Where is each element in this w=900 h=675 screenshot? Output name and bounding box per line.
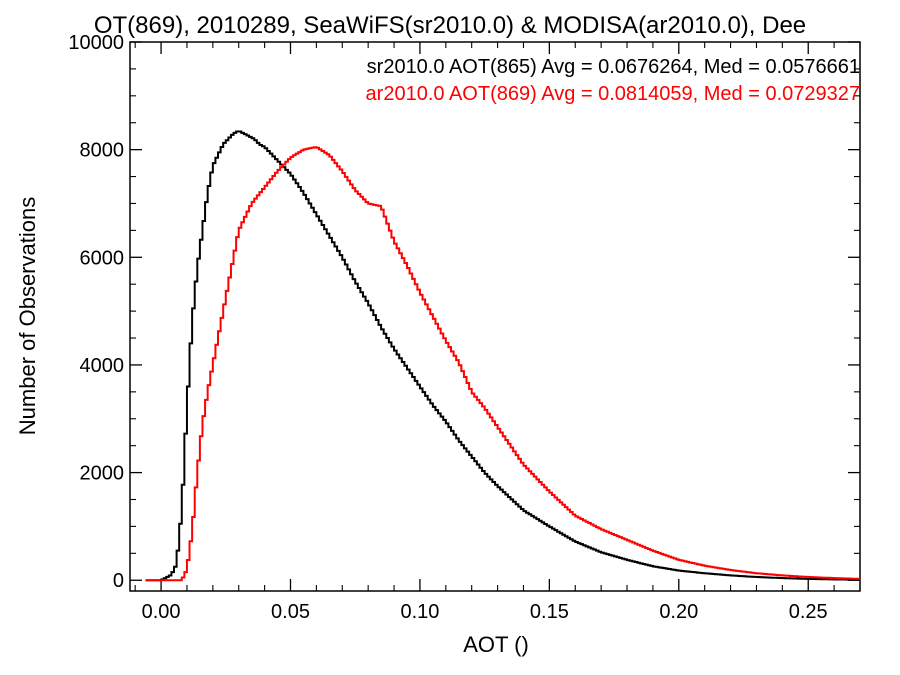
- y-tick-label: 6000: [80, 247, 125, 269]
- x-tick-label: 0.15: [530, 601, 569, 623]
- series-line-ar2010: [145, 146, 860, 582]
- legend-entry-black: sr2010.0 AOT(865) Avg = 0.0676264, Med =…: [367, 56, 860, 78]
- series-line-sr2010: [145, 130, 860, 582]
- y-tick-label: 2000: [80, 463, 125, 485]
- y-tick-label: 10000: [68, 32, 124, 54]
- x-tick-label: 0.05: [271, 601, 310, 623]
- axes: 0.00 0.05 0.10 0.15 0.20 0.25 0 2000 4000 6000 800…: [68, 32, 861, 623]
- x-tick-label: 0.25: [789, 601, 828, 623]
- chart-title: OT(869), 2010289, SeaWiFS(sr2010.0) & MO…: [94, 12, 806, 39]
- x-tick-label: 0.00: [142, 601, 181, 623]
- y-tick-label: 0: [113, 570, 124, 592]
- x-tick-label: 0.20: [659, 601, 698, 623]
- x-axis-label: AOT (): [463, 632, 529, 657]
- plot-frame: [129, 41, 861, 592]
- y-tick-label: 4000: [80, 355, 125, 377]
- legend-entry-red: ar2010.0 AOT(869) Avg = 0.0814059, Med =…: [366, 83, 860, 105]
- x-tick-label: 0.10: [400, 601, 439, 623]
- y-axis-label: Number of Observations: [15, 197, 40, 435]
- series-layer: [145, 130, 860, 582]
- y-tick-label: 8000: [80, 140, 125, 162]
